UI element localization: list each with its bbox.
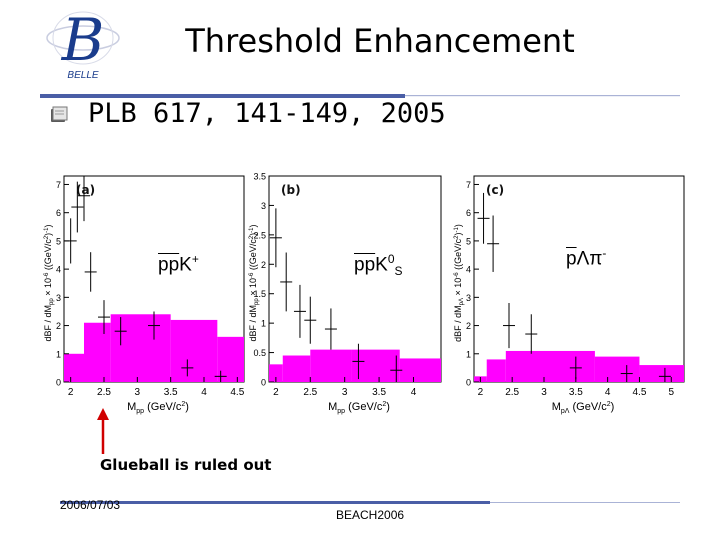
- histogram-bin: [486, 359, 506, 382]
- channel-c-base: p: [566, 248, 577, 270]
- channel-a-rest: K: [179, 254, 192, 276]
- x-tick-label: 5: [668, 387, 674, 398]
- x-tick-label: 2.5: [505, 387, 519, 398]
- y-tick-label: 1: [56, 349, 61, 359]
- histogram-bin: [269, 364, 283, 382]
- y-tick-label: 4: [466, 265, 471, 275]
- histogram-bin: [170, 319, 218, 382]
- y-tick-label: 7: [466, 180, 471, 190]
- x-tick-label: 3.5: [164, 387, 178, 398]
- reference-subtitle: PLB 617, 141-149, 2005: [88, 98, 446, 129]
- bottom-rule: [60, 490, 680, 504]
- x-tick-label: 2: [478, 387, 484, 398]
- histogram-bin: [351, 349, 400, 382]
- channel-a-sup: +: [191, 252, 199, 266]
- channel-label-b: ppK0S: [354, 252, 403, 278]
- chart-panel-b: 0 0.5 1 1.5 2 2.5 3 3.5 2 2.5 3 3.5 4 (b) dBF / dMpp ×…: [245, 168, 447, 418]
- footer-conference: BEACH2006: [336, 508, 405, 522]
- histogram-bin: [544, 350, 595, 382]
- channel-b-base: pp: [354, 254, 376, 276]
- y-tick-label: 2: [466, 321, 471, 331]
- x-tick-label: 3.5: [372, 387, 386, 398]
- channel-label-a: ppK+: [158, 252, 199, 276]
- y-tick-label: 2: [56, 321, 61, 331]
- histogram-bin: [217, 336, 244, 382]
- x-tick-label: 3.5: [569, 387, 583, 398]
- histogram-bin: [505, 350, 544, 382]
- x-axis-label: Mpp (GeV/c2): [328, 401, 390, 415]
- logo-text: BELLE: [67, 70, 98, 81]
- chart-panel-a: 0 1 2 3 4 5 6 7 2 2.5 3 3.5 4 4.5 (a) dBF / dMpp × 10-6…: [40, 168, 250, 418]
- y-tick-label: 3.5: [253, 172, 266, 182]
- panel-letter: (c): [486, 183, 504, 197]
- svg-text:B: B: [61, 8, 105, 74]
- y-tick-label: 1: [261, 319, 266, 329]
- x-tick-label: 2.5: [97, 387, 111, 398]
- top-rule: [40, 84, 680, 98]
- histogram-bin: [639, 365, 684, 382]
- plot-frame: [268, 175, 442, 383]
- y-axis-label: dBF / dMpp × 10-6 ((GeV/c2)-1): [43, 224, 55, 341]
- histogram-bin: [399, 358, 441, 382]
- chart-svg: 0 1 2 3 4 5 6 7 2 2.5 3 3.5 4 4.5 5 (c) dBF / dMpΛ × 10-…: [453, 175, 685, 415]
- x-tick-label: 2.5: [303, 387, 317, 398]
- x-tick-label: 4.5: [633, 387, 647, 398]
- histogram-bin: [64, 353, 84, 382]
- y-tick-label: 1: [466, 349, 471, 359]
- histogram-bin: [110, 314, 171, 382]
- y-tick-label: 0.5: [253, 348, 266, 358]
- y-axis-label: dBF / dMpp × 10-6 ((GeV/c2)-1): [248, 224, 260, 341]
- x-axis-label: Mpp (GeV/c2): [127, 401, 189, 415]
- y-tick-label: 0: [261, 378, 266, 388]
- channel-b-sup: 0: [387, 252, 395, 266]
- y-tick-label: 4: [56, 265, 61, 275]
- y-axis-label: dBF / dMpΛ × 10-6 ((GeV/c2)-1): [453, 224, 465, 342]
- x-tick-label: 4: [411, 387, 417, 398]
- y-tick-label: 2.5: [253, 230, 266, 240]
- y-tick-label: 3: [261, 201, 266, 211]
- histogram-bin: [282, 355, 311, 382]
- y-tick-label: 0: [56, 378, 61, 388]
- channel-a-base: pp: [158, 254, 180, 276]
- histogram-bin: [594, 356, 640, 382]
- y-tick-label: 3: [466, 293, 471, 303]
- y-tick-label: 5: [56, 236, 61, 246]
- channel-c-rest: Λπ: [576, 248, 603, 270]
- channel-c-sup: -: [602, 246, 607, 260]
- x-tick-label: 3: [541, 387, 547, 398]
- y-tick-label: 6: [466, 208, 471, 218]
- channel-b-sub: S: [394, 264, 403, 279]
- y-tick-label: 0: [466, 378, 471, 388]
- panel-letter: (b): [281, 183, 301, 197]
- chart-svg: 0 0.5 1 1.5 2 2.5 3 3.5 2 2.5 3 3.5 4 (b) dBF / dMpp ×…: [248, 172, 442, 415]
- channel-label-c: pΛπ-: [566, 246, 606, 270]
- histogram-bin: [310, 349, 352, 382]
- bullet-icon: [50, 106, 68, 124]
- y-tick-label: 5: [466, 236, 471, 246]
- channel-b-rest: K: [375, 254, 388, 276]
- footer-date: 2006/07/03: [60, 498, 121, 512]
- chart-svg: 0 1 2 3 4 5 6 7 2 2.5 3 3.5 4 4.5 (a) dBF / dMpp × 10-6…: [43, 175, 245, 415]
- panel-letter: (a): [76, 183, 95, 197]
- x-tick-label: 2: [273, 387, 279, 398]
- y-tick-label: 6: [56, 208, 61, 218]
- x-tick-label: 4: [605, 387, 611, 398]
- y-tick-label: 2: [261, 260, 266, 270]
- glueball-annotation: Glueball is ruled out: [100, 456, 272, 474]
- x-tick-label: 2: [68, 387, 74, 398]
- slide-title: Threshold Enhancement: [185, 22, 575, 60]
- y-tick-label: 7: [56, 180, 61, 190]
- threshold-arrow: [96, 408, 110, 460]
- x-tick-label: 3: [342, 387, 348, 398]
- x-tick-label: 3: [135, 387, 141, 398]
- x-tick-label: 4.5: [230, 387, 244, 398]
- chart-panel-c: 0 1 2 3 4 5 6 7 2 2.5 3 3.5 4 4.5 5 (c) dBF / dMpΛ × 10-…: [450, 168, 690, 418]
- y-tick-label: 3: [56, 293, 61, 303]
- x-tick-label: 4: [201, 387, 207, 398]
- belle-logo: B BELLE: [38, 6, 128, 84]
- x-axis-label: MpΛ (GeV/c2): [552, 401, 615, 415]
- histogram-bin: [84, 322, 111, 382]
- y-tick-label: 1.5: [253, 289, 266, 299]
